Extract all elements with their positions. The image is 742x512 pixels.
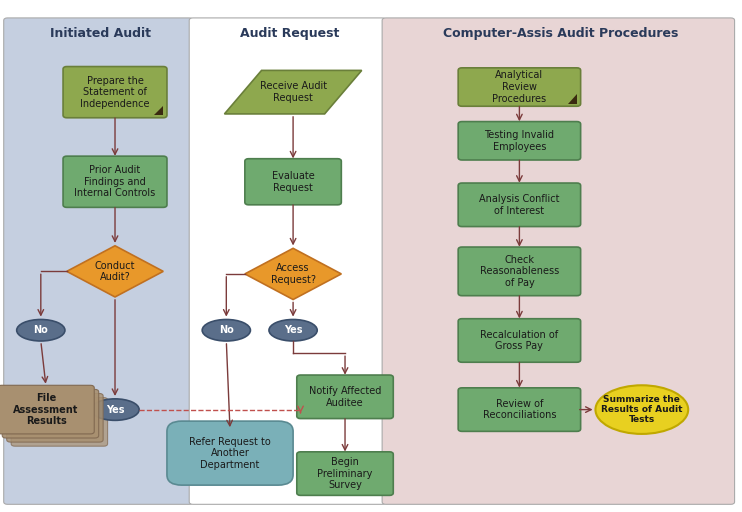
FancyBboxPatch shape bbox=[458, 68, 580, 106]
Text: Recalculation of
Gross Pay: Recalculation of Gross Pay bbox=[480, 330, 559, 351]
Text: Access
Request?: Access Request? bbox=[271, 263, 315, 285]
Text: Begin
Preliminary
Survey: Begin Preliminary Survey bbox=[318, 457, 372, 490]
Text: Summarize the
Results of Audit
Tests: Summarize the Results of Audit Tests bbox=[601, 395, 683, 424]
Text: Receive Audit
Request: Receive Audit Request bbox=[260, 81, 326, 103]
FancyBboxPatch shape bbox=[167, 421, 293, 485]
Text: Check
Reasonableness
of Pay: Check Reasonableness of Pay bbox=[480, 255, 559, 288]
FancyBboxPatch shape bbox=[458, 247, 580, 296]
FancyBboxPatch shape bbox=[11, 397, 108, 446]
Text: Notify Affected
Auditee: Notify Affected Auditee bbox=[309, 386, 381, 408]
FancyBboxPatch shape bbox=[458, 183, 580, 226]
Text: Prepare the
Statement of
Independence: Prepare the Statement of Independence bbox=[80, 76, 150, 109]
FancyBboxPatch shape bbox=[245, 159, 341, 205]
Text: Audit Request: Audit Request bbox=[240, 27, 339, 40]
Text: Computer-Assis Audit Procedures: Computer-Assis Audit Procedures bbox=[442, 27, 678, 40]
Polygon shape bbox=[568, 94, 577, 103]
FancyBboxPatch shape bbox=[63, 67, 167, 118]
Text: Evaluate
Request: Evaluate Request bbox=[272, 171, 315, 193]
Ellipse shape bbox=[16, 319, 65, 341]
Ellipse shape bbox=[595, 385, 689, 434]
Text: No: No bbox=[219, 325, 234, 335]
Text: File
Assessment
Results: File Assessment Results bbox=[13, 393, 79, 426]
FancyBboxPatch shape bbox=[297, 452, 393, 496]
Text: Initiated Audit: Initiated Audit bbox=[50, 27, 151, 40]
FancyBboxPatch shape bbox=[458, 318, 580, 362]
Polygon shape bbox=[245, 248, 341, 300]
FancyBboxPatch shape bbox=[458, 122, 580, 160]
FancyBboxPatch shape bbox=[382, 18, 735, 504]
FancyBboxPatch shape bbox=[189, 18, 386, 504]
Text: Prior Audit
Findings and
Internal Controls: Prior Audit Findings and Internal Contro… bbox=[74, 165, 156, 198]
Text: Analytical
Review
Procedures: Analytical Review Procedures bbox=[493, 71, 546, 103]
Ellipse shape bbox=[269, 319, 318, 341]
Text: Testing Invalid
Employees: Testing Invalid Employees bbox=[485, 130, 554, 152]
FancyBboxPatch shape bbox=[458, 388, 580, 431]
Polygon shape bbox=[224, 71, 362, 114]
FancyBboxPatch shape bbox=[297, 375, 393, 419]
FancyBboxPatch shape bbox=[7, 393, 103, 442]
Text: Yes: Yes bbox=[106, 404, 124, 415]
FancyBboxPatch shape bbox=[4, 18, 193, 504]
Polygon shape bbox=[154, 106, 163, 115]
Polygon shape bbox=[67, 246, 163, 297]
Ellipse shape bbox=[202, 319, 251, 341]
Text: Analysis Conflict
of Interest: Analysis Conflict of Interest bbox=[479, 194, 559, 216]
Text: No: No bbox=[33, 325, 48, 335]
Text: Refer Request to
Another
Department: Refer Request to Another Department bbox=[189, 437, 271, 470]
FancyBboxPatch shape bbox=[63, 156, 167, 207]
Text: Review of
Reconciliations: Review of Reconciliations bbox=[482, 399, 556, 420]
Ellipse shape bbox=[91, 399, 139, 420]
Text: Conduct
Audit?: Conduct Audit? bbox=[95, 261, 135, 282]
FancyBboxPatch shape bbox=[2, 389, 99, 438]
Text: Yes: Yes bbox=[284, 325, 302, 335]
FancyBboxPatch shape bbox=[0, 385, 94, 434]
